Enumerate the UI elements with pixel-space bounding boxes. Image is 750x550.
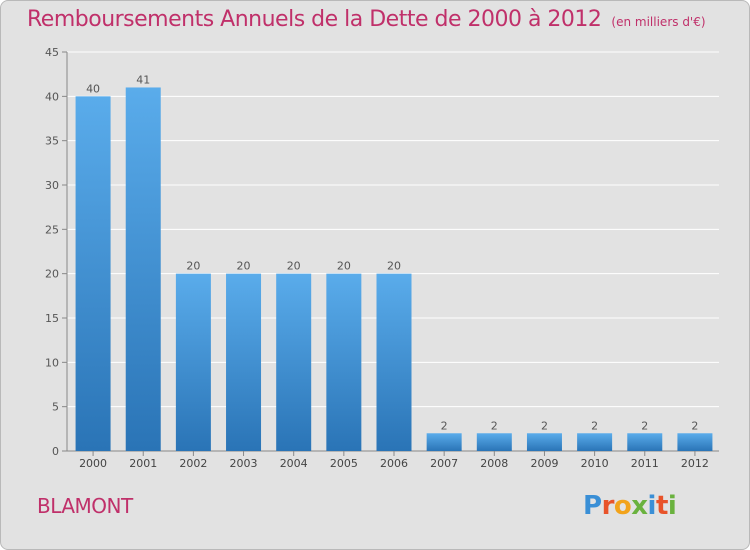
chart-title-text: Remboursements Annuels de la Dette de 20… — [27, 7, 602, 32]
logo-letter: i — [647, 491, 657, 521]
bar — [627, 433, 663, 451]
data-label: 20 — [186, 260, 200, 273]
y-tick-label: 45 — [45, 46, 59, 59]
data-label: 2 — [641, 419, 648, 432]
logo-letter: i — [667, 491, 677, 521]
y-tick-label: 30 — [45, 179, 59, 192]
bar — [326, 273, 362, 451]
data-label: 20 — [337, 260, 351, 273]
data-label: 20 — [237, 260, 251, 273]
bar — [125, 87, 161, 451]
proxiti-logo: Proxiti — [583, 491, 677, 521]
x-tick-label: 2011 — [631, 457, 659, 470]
bar — [226, 273, 262, 451]
chart-subtitle: (en milliers d'€) — [611, 15, 706, 29]
data-label: 2 — [691, 419, 698, 432]
bar — [276, 273, 312, 451]
bar — [526, 433, 562, 451]
data-label: 2 — [541, 419, 548, 432]
data-label: 41 — [136, 73, 150, 86]
x-tick-label: 2008 — [480, 457, 508, 470]
x-tick-label: 2000 — [79, 457, 107, 470]
bar — [476, 433, 512, 451]
x-tick-label: 2004 — [280, 457, 308, 470]
bar — [175, 273, 211, 451]
x-tick-label: 2002 — [179, 457, 207, 470]
data-label: 20 — [387, 260, 401, 273]
y-tick-label: 0 — [52, 445, 59, 458]
data-label: 2 — [441, 419, 448, 432]
logo-letter: P — [583, 491, 602, 521]
y-tick-label: 10 — [45, 356, 59, 369]
y-tick-label: 5 — [52, 401, 59, 414]
x-tick-label: 2001 — [129, 457, 157, 470]
y-tick-label: 25 — [45, 223, 59, 236]
y-tick-label: 15 — [45, 312, 59, 325]
logo-letter: t — [655, 491, 668, 521]
data-label: 40 — [86, 82, 100, 95]
logo-letter: x — [631, 491, 648, 521]
x-tick-label: 2006 — [380, 457, 408, 470]
y-tick-label: 40 — [45, 90, 59, 103]
x-tick-label: 2012 — [681, 457, 709, 470]
x-tick-label: 2009 — [530, 457, 558, 470]
chart-title: Remboursements Annuels de la Dette de 20… — [27, 7, 706, 32]
logo-letter: r — [601, 491, 615, 521]
bar — [75, 96, 111, 451]
y-tick-label: 20 — [45, 268, 59, 281]
bar — [577, 433, 613, 451]
y-tick-label: 35 — [45, 135, 59, 148]
data-label: 2 — [491, 419, 498, 432]
x-tick-label: 2005 — [330, 457, 358, 470]
logo-letter: o — [613, 491, 632, 521]
data-label: 2 — [591, 419, 598, 432]
x-tick-label: 2007 — [430, 457, 458, 470]
bar — [376, 273, 412, 451]
x-tick-label: 2003 — [230, 457, 258, 470]
commune-name: BLAMONT — [37, 494, 133, 518]
data-label: 20 — [287, 260, 301, 273]
bar — [677, 433, 713, 451]
x-tick-label: 2010 — [581, 457, 609, 470]
bar — [426, 433, 462, 451]
